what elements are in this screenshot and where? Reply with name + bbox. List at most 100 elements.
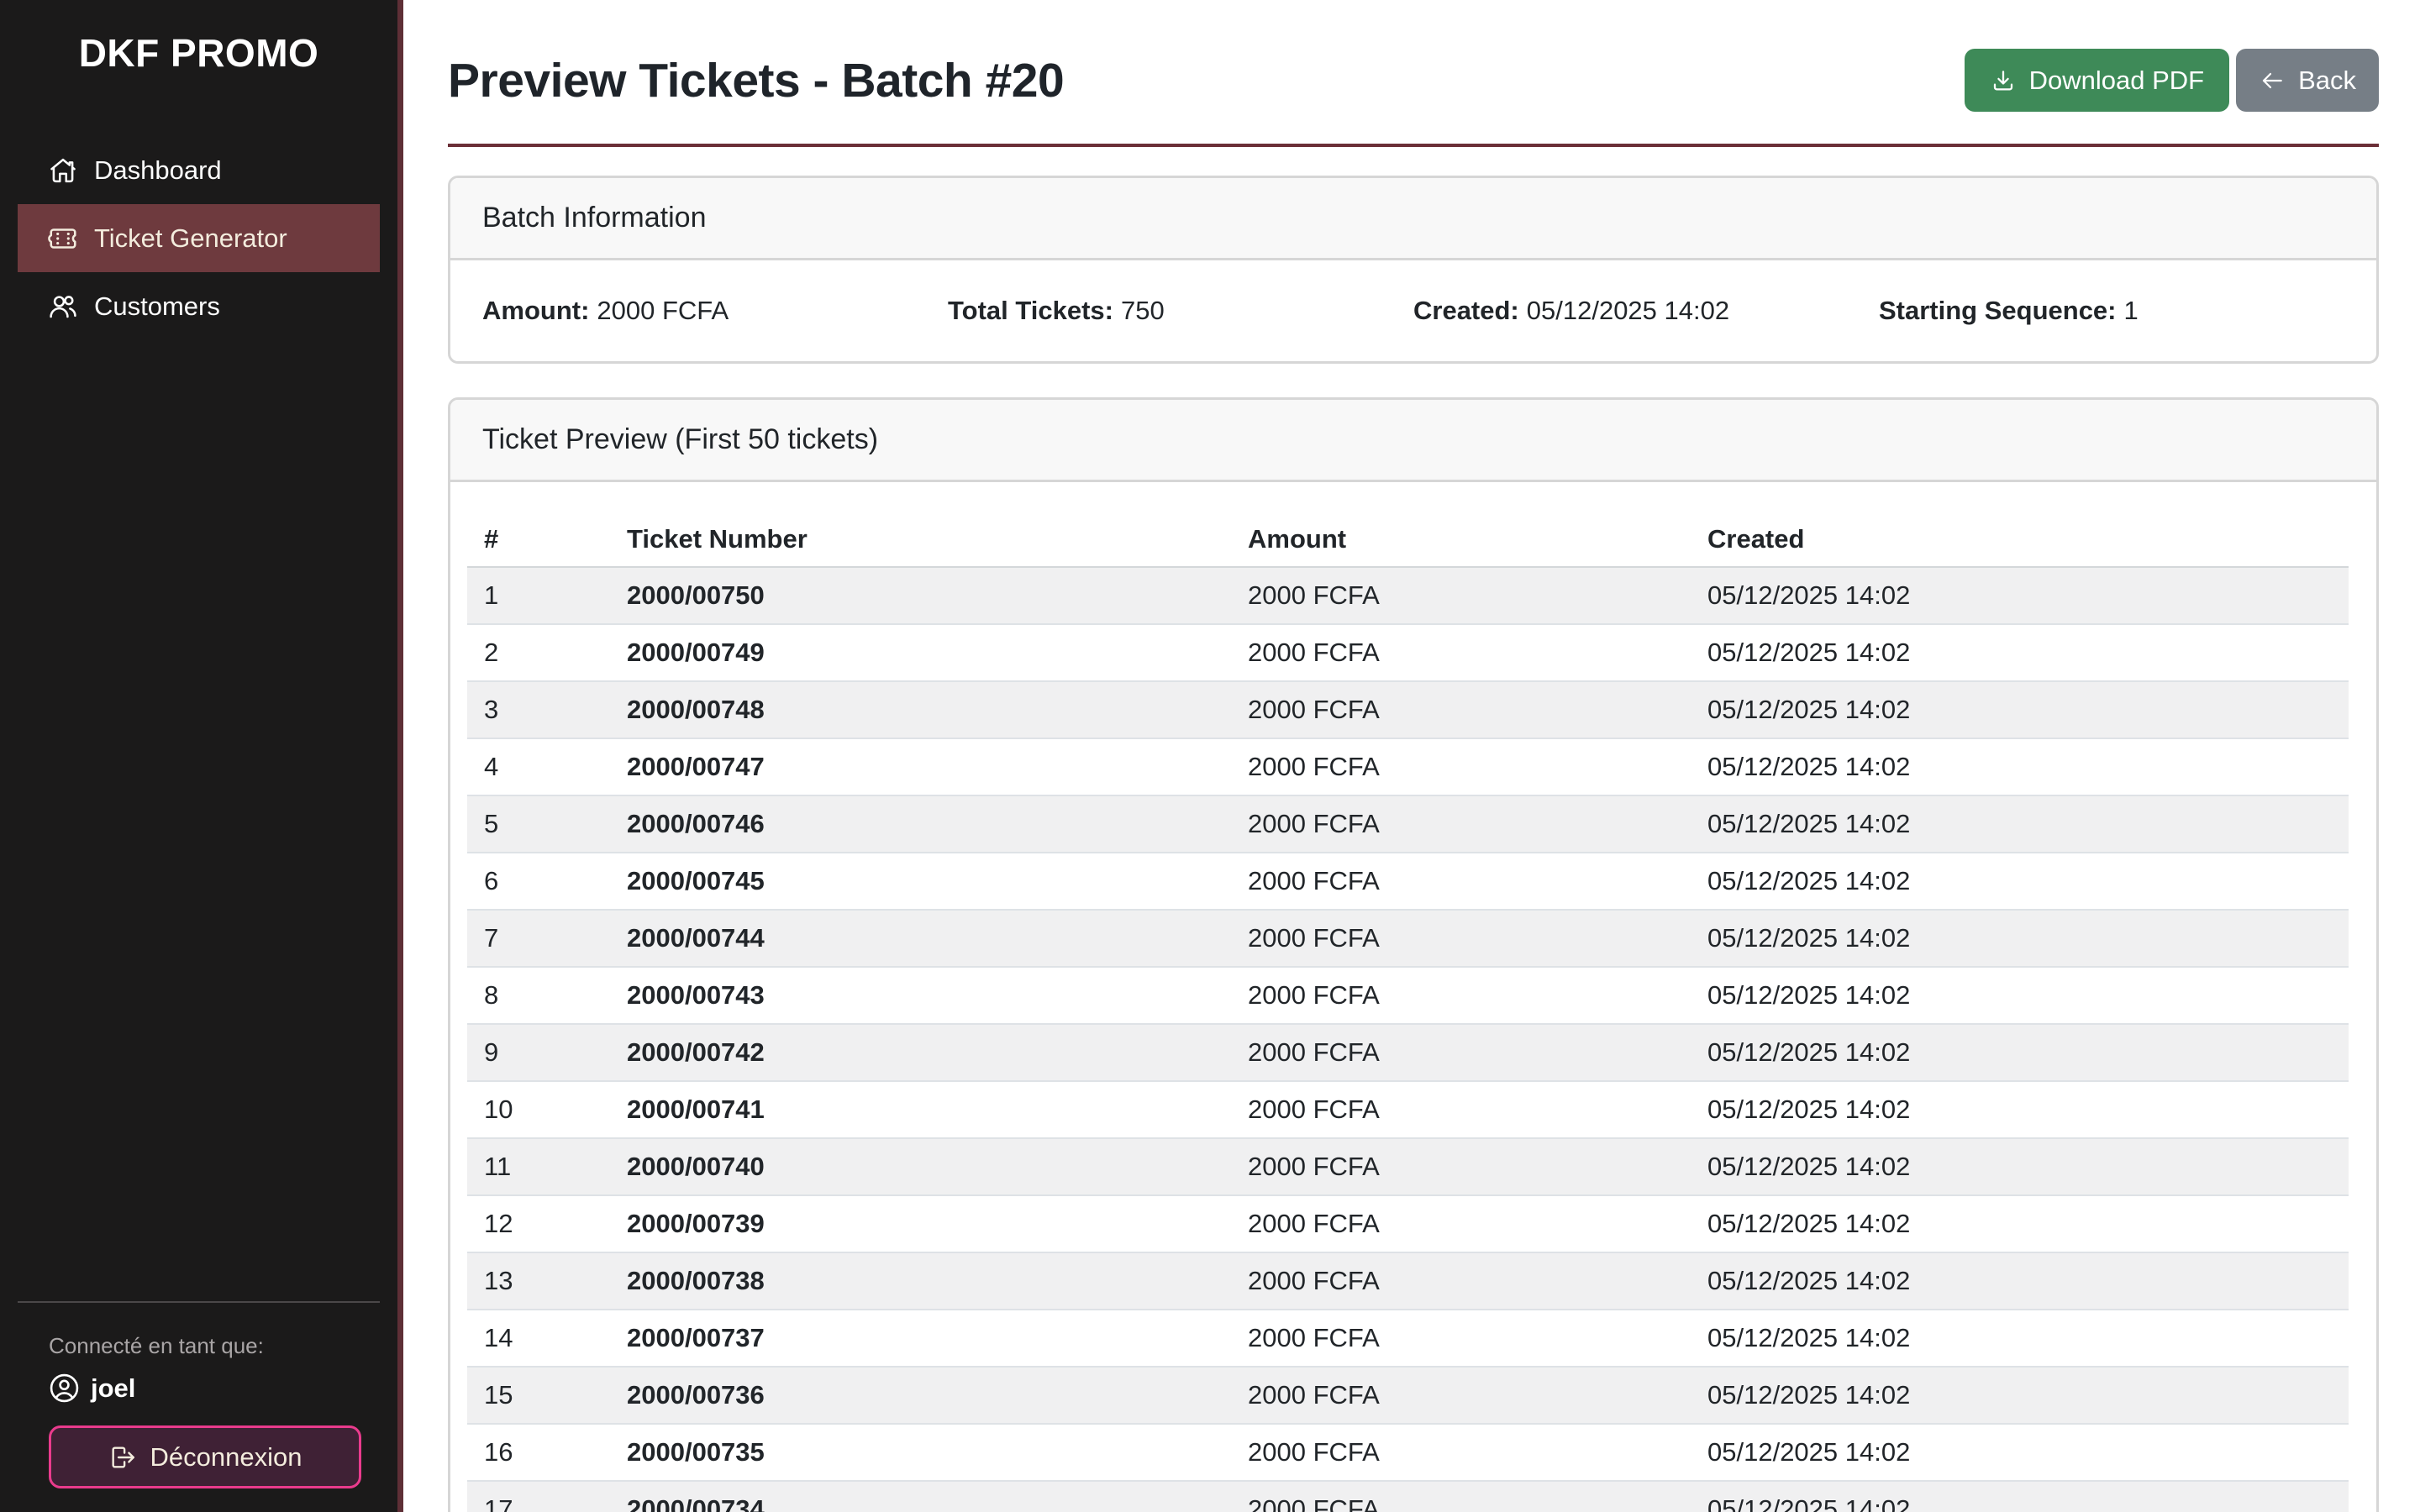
users-icon <box>50 295 76 318</box>
ticket-number-cell: 2000/00743 <box>627 980 765 1010</box>
back-button[interactable]: Back <box>2236 49 2379 112</box>
row-index-cell: 3 <box>484 695 499 724</box>
sidebar-nav-label: Customers <box>94 291 220 321</box>
table-row: 13 2000/00738 2000 FCFA 05/12/2025 14:02 <box>467 1252 2349 1310</box>
amount-cell: 2000 FCFA <box>1248 1266 1380 1295</box>
amount-cell: 2000 FCFA <box>1248 866 1380 895</box>
batch-info-field-value: 1 <box>2123 296 2139 325</box>
person-circle-icon <box>50 1373 79 1403</box>
amount-cell: 2000 FCFA <box>1248 1323 1380 1352</box>
table-row: 3 2000/00748 2000 FCFA 05/12/2025 14:02 <box>467 681 2349 738</box>
batch-info-field: Amount: 2000 FCFA <box>482 296 948 326</box>
ticket-number-cell: 2000/00737 <box>627 1323 765 1352</box>
ticket-icon <box>48 228 76 249</box>
ticket-preview-card: Ticket Preview (First 50 tickets) # Tick… <box>448 397 2379 1512</box>
connected-as-label: Connecté en tant que: <box>49 1333 264 1358</box>
main-content: Preview Tickets - Batch #20 Download PDF… <box>403 0 2420 1512</box>
amount-cell: 2000 FCFA <box>1248 1209 1380 1238</box>
row-index-cell: 2 <box>484 638 499 667</box>
table-row: 6 2000/00745 2000 FCFA 05/12/2025 14:02 <box>467 853 2349 910</box>
table-row: 11 2000/00740 2000 FCFA 05/12/2025 14:02 <box>467 1138 2349 1195</box>
row-index-cell: 7 <box>484 923 499 953</box>
row-index-cell: 1 <box>484 580 499 610</box>
row-index-cell: 5 <box>484 809 499 838</box>
created-cell: 05/12/2025 14:02 <box>1707 1266 1911 1295</box>
sidebar-accent-bar <box>397 0 403 1512</box>
sidebar-nav-item[interactable]: Ticket Generator <box>18 204 380 272</box>
table-row: 17 2000/00734 2000 FCFA 05/12/2025 14:02 <box>467 1481 2349 1512</box>
created-cell: 05/12/2025 14:02 <box>1707 1494 1911 1512</box>
sidebar-nav-item[interactable]: Dashboard <box>18 136 380 204</box>
row-index-cell: 11 <box>484 1152 512 1181</box>
download-pdf-button[interactable]: Download PDF <box>1964 49 2230 112</box>
title-divider <box>448 144 2379 147</box>
created-cell: 05/12/2025 14:02 <box>1707 866 1911 895</box>
row-index-cell: 14 <box>484 1323 513 1352</box>
ticket-preview-title: Ticket Preview (First 50 tickets) <box>450 400 2376 482</box>
batch-info-body: Amount: 2000 FCFA Total Tickets: 750 Creat… <box>450 260 2376 361</box>
table-row: 4 2000/00747 2000 FCFA 05/12/2025 14:02 <box>467 738 2349 795</box>
col-header-amount: Amount <box>1231 512 1691 568</box>
ticket-number-cell: 2000/00735 <box>627 1437 765 1467</box>
created-cell: 05/12/2025 14:02 <box>1707 1037 1911 1067</box>
created-cell: 05/12/2025 14:02 <box>1707 638 1911 667</box>
amount-cell: 2000 FCFA <box>1248 580 1380 610</box>
created-cell: 05/12/2025 14:02 <box>1707 980 1911 1010</box>
table-row: 5 2000/00746 2000 FCFA 05/12/2025 14:02 <box>467 795 2349 853</box>
table-row: 12 2000/00739 2000 FCFA 05/12/2025 14:02 <box>467 1195 2349 1252</box>
row-index-cell: 16 <box>484 1437 513 1467</box>
created-cell: 05/12/2025 14:02 <box>1707 809 1911 838</box>
house-icon <box>50 158 76 182</box>
ticket-preview-body: # Ticket Number Amount Created 1 2000/00… <box>450 482 2376 1512</box>
created-cell: 05/12/2025 14:02 <box>1707 752 1911 781</box>
created-cell: 05/12/2025 14:02 <box>1707 695 1911 724</box>
logout-button[interactable]: Déconnexion <box>49 1425 361 1488</box>
row-index-cell: 6 <box>484 866 499 895</box>
amount-cell: 2000 FCFA <box>1248 752 1380 781</box>
ticket-number-cell: 2000/00748 <box>627 695 765 724</box>
ticket-number-cell: 2000/00749 <box>627 638 765 667</box>
ticket-number-cell: 2000/00746 <box>627 809 765 838</box>
sidebar-footer: Connecté en tant que: joel Déconnexion <box>18 1301 380 1488</box>
amount-cell: 2000 FCFA <box>1248 638 1380 667</box>
table-row: 10 2000/00741 2000 FCFA 05/12/2025 14:02 <box>467 1081 2349 1138</box>
brand-title: DKF PROMO <box>78 31 319 75</box>
ticket-number-cell: 2000/00742 <box>627 1037 765 1067</box>
batch-info-card: Batch Information Amount: 2000 FCFA Total… <box>448 176 2379 364</box>
created-cell: 05/12/2025 14:02 <box>1707 1380 1911 1410</box>
row-index-cell: 13 <box>484 1266 513 1295</box>
sidebar-nav-item[interactable]: Customers <box>18 272 380 340</box>
user-row: joel <box>49 1373 380 1404</box>
ticket-number-cell: 2000/00747 <box>627 752 765 781</box>
batch-info-field-label: Amount: <box>482 296 590 325</box>
batch-info-field-label: Created: <box>1413 296 1519 325</box>
page-header: Preview Tickets - Batch #20 Download PDF… <box>448 49 2379 112</box>
table-row: 14 2000/00737 2000 FCFA 05/12/2025 14:02 <box>467 1310 2349 1367</box>
ticket-number-cell: 2000/00744 <box>627 923 765 953</box>
back-label: Back <box>2298 65 2356 95</box>
table-row: 8 2000/00743 2000 FCFA 05/12/2025 14:02 <box>467 967 2349 1024</box>
amount-cell: 2000 FCFA <box>1248 809 1380 838</box>
header-buttons: Download PDF Back <box>1964 49 2379 112</box>
page-title: Preview Tickets - Batch #20 <box>448 53 1065 108</box>
sidebar-nav-label: Dashboard <box>94 155 222 185</box>
username: joel <box>91 1373 136 1403</box>
batch-info-title: Batch Information <box>450 178 2376 260</box>
batch-info-field-value: 750 <box>1120 296 1165 325</box>
created-cell: 05/12/2025 14:02 <box>1707 923 1911 953</box>
amount-cell: 2000 FCFA <box>1248 980 1380 1010</box>
table-row: 7 2000/00744 2000 FCFA 05/12/2025 14:02 <box>467 910 2349 967</box>
ticket-table-header: # Ticket Number Amount Created <box>467 512 2349 568</box>
ticket-table-body: 1 2000/00750 2000 FCFA 05/12/2025 14:02 … <box>467 567 2349 1512</box>
table-row: 9 2000/00742 2000 FCFA 05/12/2025 14:02 <box>467 1024 2349 1081</box>
col-header-ticket-number: Ticket Number <box>610 512 1231 568</box>
logout-label: Déconnexion <box>150 1441 302 1472</box>
ticket-number-cell: 2000/00740 <box>627 1152 765 1181</box>
sidebar: DKF PROMO Dashboard Ticket Generator Cus… <box>0 0 397 1512</box>
row-index-cell: 12 <box>484 1209 513 1238</box>
col-header-index: # <box>467 512 610 568</box>
row-index-cell: 4 <box>484 752 499 781</box>
ticket-number-cell: 2000/00739 <box>627 1209 765 1238</box>
ticket-table: # Ticket Number Amount Created 1 2000/00… <box>467 512 2349 1512</box>
batch-info-field-value: 2000 FCFA <box>597 296 729 325</box>
